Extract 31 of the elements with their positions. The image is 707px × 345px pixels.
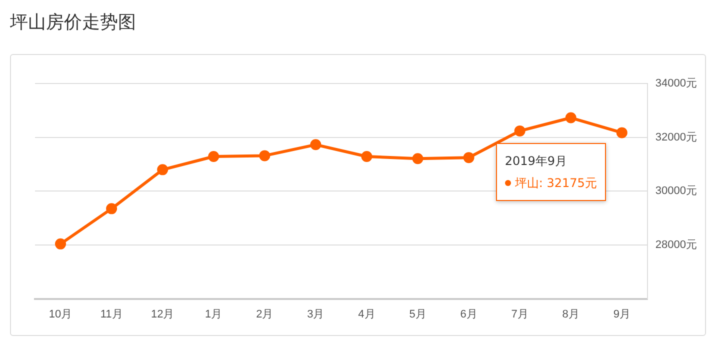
point [157,164,168,176]
x-tick-label: 4月 [358,308,376,320]
point [463,152,474,164]
y-tick-label: 32000元 [655,131,698,144]
point [361,151,372,162]
point [259,150,270,162]
point [310,139,322,150]
x-tick-label: 6月 [460,308,478,320]
x-tick-label: 9月 [613,308,630,320]
x-tick-label: 1月 [205,308,222,320]
annotation: 2019年9月 [504,154,568,168]
y-tick-label: 28000元 [655,239,698,252]
x-tick-label: 12月 [150,308,174,320]
x-tick-label: 7月 [511,308,528,320]
point [565,112,576,124]
chart-title: 坪山房价走势图 [10,11,136,34]
x-tick-label: 11月 [100,308,123,320]
point [514,125,526,136]
point [55,238,66,250]
y-tick-label: 30000元 [655,185,698,198]
point [412,153,424,164]
x-tick-label: 10月 [48,308,72,320]
y-tick-label: 34000元 [655,78,698,90]
x-tick-label: 3月 [307,308,324,320]
point [616,127,628,138]
x-tick-label: 8月 [562,308,580,320]
annotation: 坪山: 32175元 [514,176,597,190]
x-tick-label: 5月 [409,308,426,320]
point [208,151,220,162]
point [106,203,118,214]
x-tick-label: 2月 [256,308,274,320]
